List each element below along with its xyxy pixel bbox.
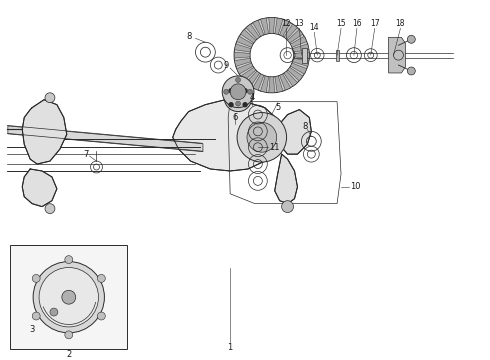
Circle shape <box>243 89 247 93</box>
Polygon shape <box>241 67 256 81</box>
Polygon shape <box>293 58 309 66</box>
Polygon shape <box>284 71 297 86</box>
Polygon shape <box>280 20 291 36</box>
Text: 7: 7 <box>83 150 88 159</box>
Circle shape <box>247 122 277 152</box>
Circle shape <box>222 76 254 108</box>
Circle shape <box>45 204 55 213</box>
Text: 6: 6 <box>232 113 238 122</box>
Circle shape <box>229 103 233 107</box>
Polygon shape <box>22 100 67 164</box>
Bar <box>336 50 339 60</box>
Circle shape <box>224 84 252 112</box>
Polygon shape <box>269 18 275 33</box>
Bar <box>10 245 127 349</box>
Circle shape <box>407 35 416 43</box>
Circle shape <box>282 201 294 212</box>
Text: 4: 4 <box>249 93 255 102</box>
Circle shape <box>230 84 246 100</box>
Polygon shape <box>246 24 260 39</box>
Polygon shape <box>291 63 307 74</box>
Circle shape <box>32 312 40 320</box>
Text: 16: 16 <box>352 19 362 28</box>
Polygon shape <box>261 76 269 93</box>
Polygon shape <box>280 109 311 154</box>
Circle shape <box>62 290 75 304</box>
Polygon shape <box>253 74 264 90</box>
Polygon shape <box>280 74 291 90</box>
Polygon shape <box>173 100 282 171</box>
Polygon shape <box>246 71 260 86</box>
Circle shape <box>33 262 104 333</box>
Polygon shape <box>275 18 283 34</box>
Polygon shape <box>237 36 253 47</box>
Polygon shape <box>288 30 303 43</box>
Circle shape <box>236 101 241 106</box>
Polygon shape <box>22 169 57 207</box>
Bar <box>302 48 307 63</box>
Text: 18: 18 <box>396 19 405 28</box>
Polygon shape <box>291 36 307 47</box>
Polygon shape <box>275 76 283 93</box>
Text: 17: 17 <box>370 19 380 28</box>
Polygon shape <box>234 52 250 58</box>
Circle shape <box>45 93 55 103</box>
Polygon shape <box>389 37 405 73</box>
Circle shape <box>98 274 105 282</box>
Circle shape <box>229 89 233 93</box>
Circle shape <box>236 77 241 82</box>
Polygon shape <box>269 77 275 93</box>
Circle shape <box>50 308 58 316</box>
Text: 5: 5 <box>275 103 280 112</box>
Text: 2: 2 <box>66 350 72 359</box>
Text: 8: 8 <box>186 32 191 41</box>
Polygon shape <box>241 30 256 43</box>
Text: 8: 8 <box>303 122 308 131</box>
Circle shape <box>234 18 309 93</box>
Text: 9: 9 <box>223 60 229 69</box>
Circle shape <box>250 33 294 77</box>
Circle shape <box>39 267 98 327</box>
Polygon shape <box>253 20 264 36</box>
Circle shape <box>65 331 73 339</box>
Text: 11: 11 <box>270 143 280 152</box>
Text: 10: 10 <box>350 182 360 191</box>
Circle shape <box>237 113 287 162</box>
Text: 13: 13 <box>294 19 304 28</box>
Polygon shape <box>261 18 269 34</box>
Text: 14: 14 <box>310 23 319 32</box>
Polygon shape <box>293 44 309 52</box>
Text: 12: 12 <box>281 19 291 28</box>
Circle shape <box>247 89 252 94</box>
Polygon shape <box>235 58 251 66</box>
Circle shape <box>224 89 229 94</box>
Circle shape <box>407 67 416 75</box>
Circle shape <box>243 103 247 107</box>
Circle shape <box>65 256 73 264</box>
Text: 3: 3 <box>29 325 35 334</box>
Polygon shape <box>237 63 253 74</box>
Text: 1: 1 <box>227 343 233 352</box>
Polygon shape <box>235 44 251 52</box>
Text: 15: 15 <box>336 19 346 28</box>
Circle shape <box>98 312 105 320</box>
Polygon shape <box>288 67 303 81</box>
Circle shape <box>32 274 40 282</box>
Polygon shape <box>294 52 309 58</box>
Polygon shape <box>284 24 297 39</box>
Polygon shape <box>275 154 297 204</box>
